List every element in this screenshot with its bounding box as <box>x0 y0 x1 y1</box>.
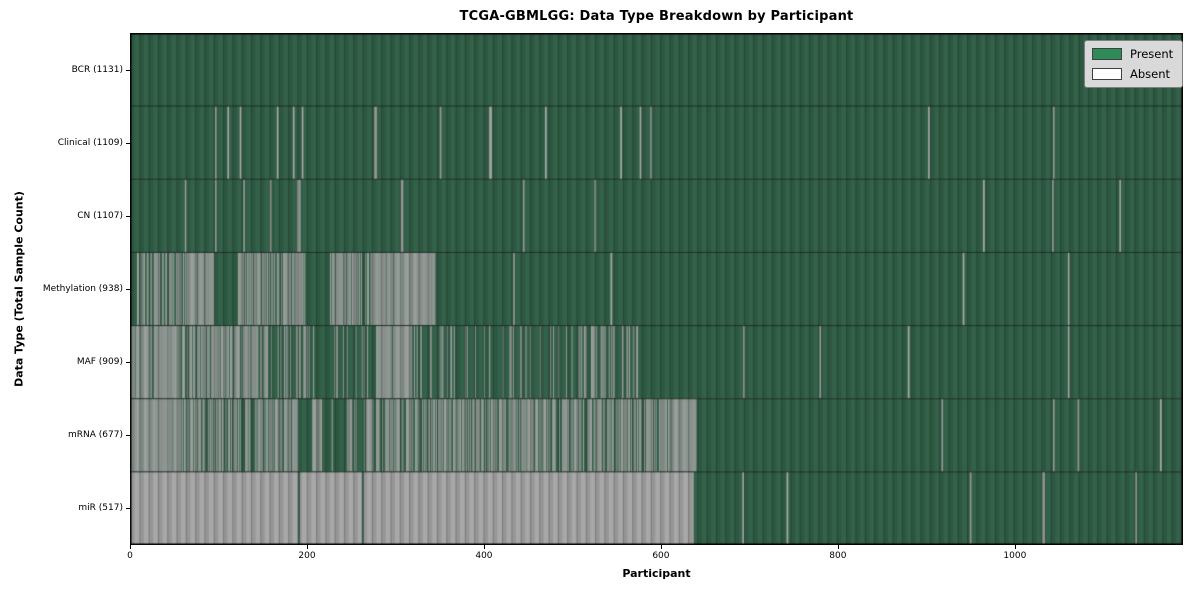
legend-label-present: Present <box>1130 47 1174 61</box>
y-tick-label: miR (517) <box>78 503 123 514</box>
x-tick-mark <box>660 545 662 549</box>
y-tick-mark <box>126 435 130 437</box>
x-tick-label: 400 <box>475 551 493 561</box>
y-tick-mark <box>126 289 130 290</box>
legend-label-absent: Absent <box>1130 67 1171 81</box>
x-tick-label: 200 <box>298 551 316 561</box>
absent-swatch-icon <box>1092 68 1122 80</box>
present-swatch-icon <box>1092 48 1122 60</box>
y-tick-mark <box>126 362 130 364</box>
x-tick-label: 600 <box>652 551 670 561</box>
y-tick-label: Clinical (1109) <box>57 137 123 148</box>
y-tick-mark <box>126 508 130 510</box>
x-tick-mark <box>130 545 131 549</box>
x-tick-mark <box>306 545 308 549</box>
plot-area <box>130 33 1183 545</box>
x-tick-label: 800 <box>829 551 847 561</box>
chart-title: TCGA-GBMLGG: Data Type Breakdown by Part… <box>459 9 854 24</box>
heatmap-canvas <box>130 33 1183 545</box>
y-tick-mark <box>126 142 130 144</box>
y-tick-label: CN (1107) <box>77 210 123 221</box>
legend-item-absent: Absent <box>1092 67 1173 81</box>
y-tick-label: MAF (909) <box>76 357 123 368</box>
x-tick-mark <box>483 545 485 549</box>
x-axis-title: Participant <box>622 567 691 580</box>
y-tick-mark <box>126 215 130 217</box>
y-tick-label: Methylation (938) <box>42 284 123 294</box>
x-tick-mark <box>837 545 839 549</box>
x-tick-label: 0 <box>127 551 133 561</box>
y-tick-label: mRNA (677) <box>68 430 123 441</box>
y-tick-mark <box>126 69 130 71</box>
legend: Present Absent <box>1084 40 1184 88</box>
x-tick-mark <box>1014 545 1016 549</box>
x-tick-label: 1000 <box>1003 551 1027 561</box>
y-tick-label: BCR (1131) <box>71 64 123 75</box>
legend-item-present: Present <box>1092 47 1173 61</box>
